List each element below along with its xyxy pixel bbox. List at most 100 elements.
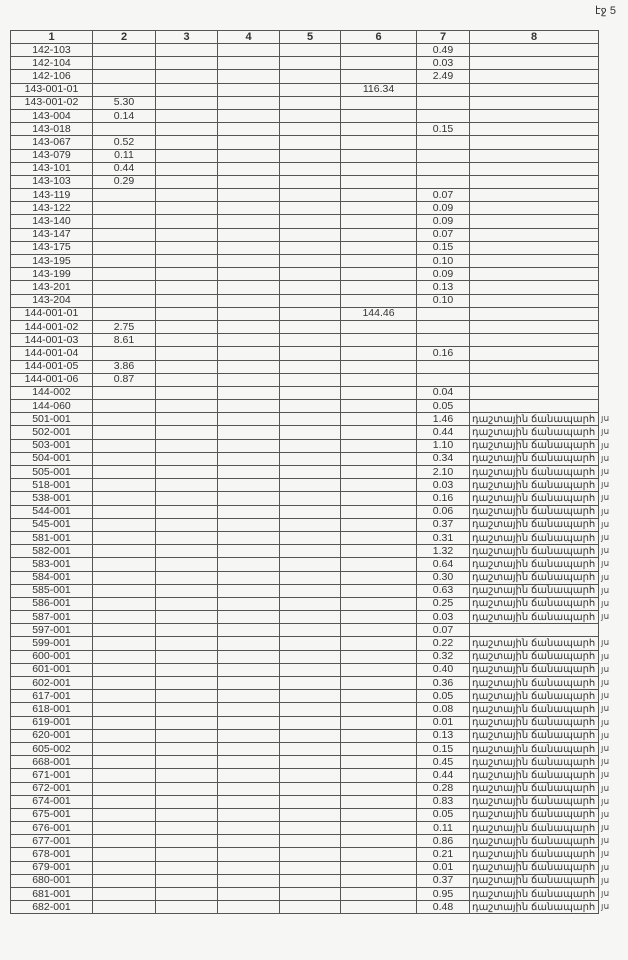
table-row: 583-001 0.64 դաշտային ճանապարհ յս <box>10 557 609 572</box>
cell-col-4 <box>217 821 280 836</box>
cell-col-8: դաշտային ճանապարհ յս <box>469 464 609 480</box>
cell-col-1: 143-147 <box>10 227 93 242</box>
cell-col-1: 143-201 <box>10 280 93 295</box>
cell-col-7: 0.05 <box>416 807 470 823</box>
cell-col-2 <box>92 596 156 612</box>
cell-col-6 <box>340 517 417 532</box>
cell-col-7: 0.28 <box>416 781 470 796</box>
cell-col-6 <box>340 122 417 137</box>
land-parcel-table: 1 2 3 4 5 6 7 8 142-103 0.49 142-104 0.03 14… <box>10 30 609 915</box>
cell-col-3 <box>155 135 218 150</box>
margin-note: յս <box>601 690 610 701</box>
cell-col-1: 597-001 <box>10 623 93 638</box>
cell-col-3 <box>155 372 218 387</box>
cell-col-1: 678-001 <box>10 847 93 862</box>
cell-col-5 <box>279 464 341 480</box>
cell-col-6 <box>340 372 417 387</box>
cell-col-2 <box>92 623 156 638</box>
table-row: 144-002 0.04 <box>10 385 599 401</box>
cell-col-7: 0.34 <box>416 451 470 467</box>
table-row: 518-001 0.03 դաշտային ճանապարհ յս <box>10 478 609 493</box>
cell-col-8: դաշտային ճանապարհ յս <box>469 768 609 783</box>
cell-col-7: 0.15 <box>416 240 470 256</box>
cell-col-1: 502-001 <box>10 425 93 440</box>
cell-col-8: դաշտային ճանապարհ յս <box>469 675 609 691</box>
cell-col-4 <box>217 333 280 348</box>
cell-col-3 <box>155 557 218 572</box>
cell-col-5 <box>279 227 341 242</box>
margin-note: յս <box>601 861 610 872</box>
cell-col-7 <box>416 359 470 374</box>
cell-col-4 <box>217 873 280 889</box>
cell-col-4 <box>217 293 280 308</box>
cell-col-2 <box>92 847 156 862</box>
cell-col-4 <box>217 306 280 321</box>
cell-col-3 <box>155 860 218 875</box>
cell-col-7: 0.15 <box>416 122 470 137</box>
table-row: 142-104 0.03 <box>10 56 599 71</box>
cell-col-5 <box>279 768 341 783</box>
cell-col-1: 143-004 <box>10 108 93 124</box>
cell-col-2: 0.44 <box>92 161 156 176</box>
cell-col-1: 143-001-01 <box>10 82 93 97</box>
table-row: 143-122 0.09 <box>10 201 599 216</box>
cell-col-7: 0.40 <box>416 662 470 678</box>
cell-col-8 <box>469 267 599 282</box>
table-row: 680-001 0.37 դաշտային ճանապարհ յս <box>10 873 609 889</box>
cell-col-2 <box>92 214 156 229</box>
cell-col-6 <box>340 860 417 875</box>
cell-col-7: 0.09 <box>416 201 470 216</box>
cell-col-3 <box>155 623 218 638</box>
cell-col-4 <box>217 781 280 796</box>
cell-col-8: դաշտային ճանապարհ յս <box>469 741 609 757</box>
cell-col-8: դաշտային ճանապարհ յս <box>469 649 609 664</box>
margin-note: յս <box>601 742 610 753</box>
cell-col-1: 504-001 <box>10 451 93 467</box>
table-row: 601-001 0.40 դաշտային ճանապարհ յս <box>10 662 609 678</box>
cell-col-2 <box>92 240 156 256</box>
cell-col-2 <box>92 544 156 559</box>
cell-col-2 <box>92 280 156 295</box>
cell-col-2 <box>92 557 156 572</box>
cell-col-3 <box>155 781 218 796</box>
cell-col-5 <box>279 886 341 902</box>
cell-col-1: 144-001-04 <box>10 346 93 361</box>
cell-col-1: 671-001 <box>10 768 93 783</box>
cell-col-8 <box>469 240 599 256</box>
table-row: 587-001 0.03 դաշտային ճանապարհ յս <box>10 610 609 625</box>
table-row: 681-001 0.95 դաշտային ճանապարհ յս <box>10 886 609 902</box>
cell-col-2 <box>92 491 156 506</box>
table-row: 545-001 0.37 դաշտային ճանապարհ յս <box>10 517 609 532</box>
margin-note: յս <box>601 479 610 490</box>
cell-col-5 <box>279 675 341 691</box>
cell-col-8 <box>469 306 599 321</box>
cell-col-1: 601-001 <box>10 662 93 678</box>
cell-col-7: 0.01 <box>416 860 470 875</box>
cell-col-3 <box>155 95 218 110</box>
cell-col-1: 679-001 <box>10 860 93 875</box>
cell-col-7: 0.03 <box>416 610 470 625</box>
table-row: 675-001 0.05 դաշտային ճանապարհ յս <box>10 807 609 823</box>
table-row: 581-001 0.31 դաշտային ճանապարհ յս <box>10 530 609 546</box>
cell-col-2 <box>92 768 156 783</box>
cell-col-4 <box>217 399 280 414</box>
cell-col-1: 518-001 <box>10 478 93 493</box>
cell-col-3 <box>155 201 218 216</box>
cell-col-5 <box>279 412 341 427</box>
cell-col-2 <box>92 385 156 401</box>
cell-col-3 <box>155 240 218 256</box>
cell-col-1: 544-001 <box>10 504 93 519</box>
cell-col-5 <box>279 108 341 124</box>
cell-col-6 <box>340 794 417 809</box>
cell-col-6 <box>340 438 417 453</box>
cell-col-2: 8.61 <box>92 333 156 348</box>
margin-note: յս <box>601 413 610 424</box>
cell-col-3 <box>155 214 218 229</box>
cell-col-4 <box>217 451 280 467</box>
cell-col-1: 142-104 <box>10 56 93 71</box>
cell-col-1: 681-001 <box>10 886 93 902</box>
cell-col-6 <box>340 267 417 282</box>
table-row: 620-001 0.13 դաշտային ճանապարհ յս <box>10 728 609 743</box>
cell-col-7: 0.04 <box>416 385 470 401</box>
cell-col-2: 0.11 <box>92 148 156 163</box>
